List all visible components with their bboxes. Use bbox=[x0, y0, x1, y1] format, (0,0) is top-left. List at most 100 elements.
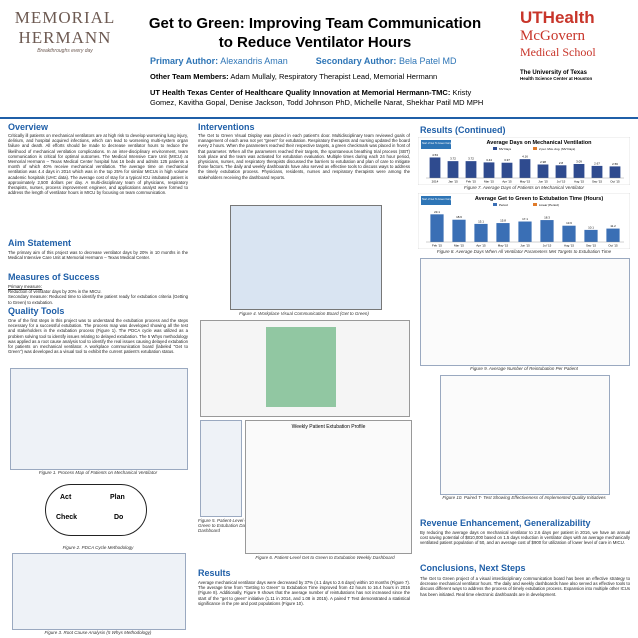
bar bbox=[465, 161, 477, 178]
value-label: 2.56 bbox=[612, 162, 618, 166]
bar bbox=[584, 229, 598, 242]
heading: Measures of Success bbox=[8, 272, 100, 282]
caption: Figure 8. Average Days When All Ventilat… bbox=[436, 249, 612, 254]
title-line: Get to Green: Improving Team Communicati… bbox=[148, 15, 482, 32]
logo-right: UTHealth McGovern Medical School The Uni… bbox=[520, 8, 632, 81]
label: Primary measure: bbox=[8, 284, 42, 289]
caption: Figure 4. Workplace Visual Communication… bbox=[239, 311, 369, 316]
value-label: 10.1 bbox=[588, 225, 594, 229]
text: Reduction of ventilator days by 20% in t… bbox=[8, 289, 102, 295]
x-tick-label: Feb '15 bbox=[466, 180, 476, 184]
weekly-profile: Weekly Patient Extubation Profile bbox=[245, 420, 412, 554]
x-tick-label: Feb '15 bbox=[432, 244, 442, 248]
logo-text: UTHealth bbox=[520, 8, 595, 27]
value-label: 2.98 bbox=[540, 160, 546, 164]
heading: Quality Tools bbox=[8, 306, 65, 316]
green-cells bbox=[266, 327, 336, 407]
value-label: 18.3 bbox=[544, 216, 550, 220]
logo-left: MEMORIAL HERMANN Breakthroughs every day bbox=[6, 8, 124, 54]
reintubation-chart bbox=[420, 258, 630, 366]
title-line: to Reduce Ventilator Hours bbox=[218, 34, 412, 51]
bar bbox=[537, 164, 549, 178]
note-box bbox=[421, 196, 451, 205]
table-title: Weekly Patient Extubation Profile bbox=[291, 424, 366, 430]
heading: Interventions bbox=[198, 122, 255, 132]
x-tick-label: Jan '15 bbox=[448, 180, 458, 184]
chart: Average Get to Green to Extubation Time … bbox=[418, 193, 630, 249]
name: Alexandris Aman bbox=[220, 56, 288, 66]
caption: Figure 3. Root Cause Analysis (5 Whys Me… bbox=[44, 630, 152, 635]
bar bbox=[609, 166, 621, 178]
x-tick-label: Mar '15 bbox=[484, 180, 494, 184]
other-team: Other Team Members: Adam Mullaly, Respir… bbox=[150, 72, 437, 81]
legend-swatch bbox=[493, 203, 497, 206]
bar bbox=[518, 221, 532, 242]
x-tick-label: Sep '15 bbox=[586, 244, 596, 248]
logo-text: The University of Texas bbox=[520, 70, 587, 76]
heading: Overview bbox=[8, 122, 49, 132]
t-test-table bbox=[440, 375, 610, 495]
paragraph: Primary measure: Reduction of ventilator … bbox=[8, 284, 188, 305]
bar bbox=[483, 162, 495, 178]
caption: Figure 7. Average Days of Patients on Me… bbox=[464, 185, 584, 190]
bar bbox=[540, 220, 554, 242]
legend-swatch bbox=[533, 203, 537, 206]
caption: Figure 5. Patient-Level Get to Green to … bbox=[198, 518, 257, 533]
chart-title: Average Days on Mechanical Ventilation bbox=[487, 140, 593, 146]
x-tick-label: Jul '15 bbox=[557, 180, 566, 184]
caption: Figure 1. Process Map of Patients on Mec… bbox=[38, 470, 158, 475]
value-label: 2.8 bbox=[559, 161, 564, 165]
caption: Figure 10. Paired T- Test Showing Effect… bbox=[442, 495, 606, 500]
authors: Primary Author: Alexandris Aman Secondary… bbox=[150, 56, 456, 66]
x-tick-label: Jul '15 bbox=[543, 244, 552, 248]
x-tick-label: May '15 bbox=[520, 180, 531, 184]
paragraph: The primary aim of this project was to d… bbox=[8, 250, 188, 261]
label: Check bbox=[56, 514, 78, 521]
x-tick-label: May '15 bbox=[498, 244, 509, 248]
bar bbox=[430, 214, 444, 242]
x-tick-label: Jun '15 bbox=[538, 180, 548, 184]
x-tick-label: Sep '15 bbox=[592, 180, 602, 184]
value-label: 2.67 bbox=[594, 161, 600, 165]
note: Start of Get To Green Campaign bbox=[422, 198, 457, 201]
logo-tag: Breakthroughs every day bbox=[37, 48, 93, 54]
legend-label: MV Days bbox=[499, 147, 512, 151]
cycle bbox=[45, 484, 147, 536]
text: Secondary measure: Reduced time to ident… bbox=[8, 294, 188, 305]
bar bbox=[429, 157, 441, 178]
value-label: 13.6 bbox=[566, 221, 572, 225]
heading: Results (Continued) bbox=[420, 125, 506, 135]
label: UT Health Texas Center of Healthcare Qua… bbox=[150, 88, 451, 97]
caption: Figure 2. PDCA Cycle Methodology bbox=[62, 545, 134, 550]
value-label: 17.1 bbox=[522, 217, 528, 221]
root-cause bbox=[12, 553, 186, 630]
bar bbox=[606, 228, 620, 242]
heading: Aim Statement bbox=[8, 238, 72, 248]
value-label: 3.44 bbox=[486, 158, 492, 162]
heading: Conclusions, Next Steps bbox=[420, 563, 526, 573]
value-label: 4.16 bbox=[522, 155, 528, 159]
paragraph: Average mechanical ventilator days were … bbox=[198, 580, 411, 606]
bar bbox=[496, 223, 510, 242]
logo-text: Health Science Center at Houston bbox=[520, 76, 593, 81]
bar bbox=[501, 162, 513, 178]
caption: Figure 9. Average Number of Reintubation… bbox=[470, 366, 578, 371]
label: Secondary Author: bbox=[315, 56, 397, 66]
process-map bbox=[10, 368, 188, 470]
value-label: 15.1 bbox=[478, 219, 484, 223]
pdca: Act Plan Check Do bbox=[30, 480, 160, 538]
legend-swatch bbox=[533, 147, 537, 150]
x-tick-label: Apr '15 bbox=[502, 180, 512, 184]
dashboard-detail bbox=[200, 420, 242, 517]
note: Start of Get To Green Campaign bbox=[422, 142, 457, 145]
heading: Revenue Enhancement, Generalizability bbox=[420, 518, 591, 528]
name: Bela Patel MD bbox=[398, 56, 457, 66]
title: Get to Green: Improving Team Communicati… bbox=[130, 14, 500, 52]
x-tick-label: Apr '15 bbox=[476, 244, 486, 248]
legend-label: Period bbox=[499, 203, 508, 207]
names: Kristy Gomez, Kavitha Gopal, Denise Jack… bbox=[150, 88, 484, 107]
label: Do bbox=[114, 514, 124, 521]
label: Primary Author: bbox=[150, 56, 219, 66]
x-tick-label: Oct '15 bbox=[608, 244, 618, 248]
